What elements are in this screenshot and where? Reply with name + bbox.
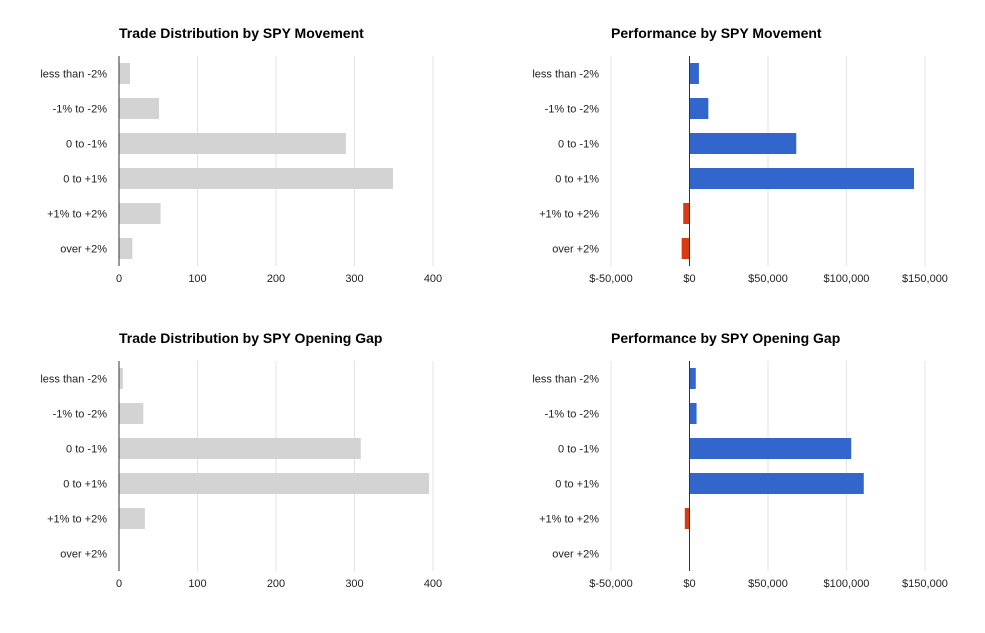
category-label: -1% to -2% (53, 104, 108, 116)
chart-panel-trade-distribution-gap: Trade Distribution by SPY Opening Gap les… (0, 305, 492, 621)
x-tick-label: $100,000 (824, 273, 870, 285)
category-label: -1% to -2% (545, 104, 600, 116)
bar (689, 473, 864, 494)
bar (119, 403, 144, 424)
x-tick-label: 400 (424, 273, 442, 285)
x-tick-label: 300 (345, 578, 363, 590)
x-tick-label: 200 (267, 273, 285, 285)
bar (119, 238, 133, 259)
bar (683, 203, 690, 224)
category-label: over +2% (60, 549, 107, 561)
x-tick-label: 0 (116, 578, 122, 590)
chart-svg: Performance by SPY Opening Gap less than … (532, 330, 948, 590)
category-label: less than -2% (40, 374, 107, 386)
category-label: over +2% (552, 549, 599, 561)
x-tick-label: $100,000 (824, 578, 870, 590)
category-label: +1% to +2% (47, 209, 107, 221)
x-tick-label: $0 (683, 273, 695, 285)
x-tick-label: 100 (188, 273, 206, 285)
x-tick-label: $0 (683, 578, 695, 590)
x-tick-label: $50,000 (748, 578, 788, 590)
x-tick-label: $-50,000 (589, 578, 632, 590)
x-tick-label: 100 (188, 578, 206, 590)
x-tick-label: $-50,000 (589, 273, 632, 285)
bar (119, 473, 430, 494)
category-label: 0 to -1% (66, 139, 107, 151)
category-label: +1% to +2% (539, 514, 599, 526)
category-label: +1% to +2% (47, 514, 107, 526)
x-tick-label: $50,000 (748, 273, 788, 285)
bar (689, 133, 797, 154)
x-tick-label: 200 (267, 578, 285, 590)
chart-svg: Trade Distribution by SPY Movement less t… (40, 25, 442, 285)
bar (119, 438, 361, 459)
bar (689, 368, 696, 389)
category-label: -1% to -2% (53, 409, 108, 421)
bar (689, 98, 709, 119)
chart-panel-performance-movement: Performance by SPY Movement less than -2%… (492, 0, 984, 316)
bar (689, 403, 697, 424)
bar (681, 238, 690, 259)
bar (689, 63, 699, 84)
bar (119, 98, 160, 119)
category-label: 0 to -1% (66, 444, 107, 456)
category-label: over +2% (552, 244, 599, 256)
x-tick-label: 0 (116, 273, 122, 285)
bar (119, 63, 130, 84)
category-label: 0 to +1% (555, 174, 599, 186)
chart-svg: Performance by SPY Movement less than -2%… (532, 25, 948, 285)
chart-title: Trade Distribution by SPY Opening Gap (119, 330, 382, 346)
x-tick-label: $150,000 (902, 578, 948, 590)
chart-svg: Trade Distribution by SPY Opening Gap les… (40, 330, 442, 590)
x-tick-label: 400 (424, 578, 442, 590)
category-label: over +2% (60, 244, 107, 256)
chart-panel-trade-distribution-movement: Trade Distribution by SPY Movement less t… (0, 0, 492, 316)
chart-title: Trade Distribution by SPY Movement (119, 25, 364, 41)
x-tick-label: 300 (345, 273, 363, 285)
bar (119, 508, 145, 529)
bar (689, 168, 915, 189)
category-label: -1% to -2% (545, 409, 600, 421)
bar (119, 368, 123, 389)
category-label: 0 to +1% (555, 479, 599, 491)
bar (689, 438, 852, 459)
category-label: 0 to -1% (558, 444, 599, 456)
bar (684, 508, 690, 529)
bar (119, 133, 346, 154)
category-label: less than -2% (40, 69, 107, 81)
bar (119, 203, 161, 224)
category-label: less than -2% (532, 69, 599, 81)
category-label: +1% to +2% (539, 209, 599, 221)
x-tick-label: $150,000 (902, 273, 948, 285)
category-label: 0 to +1% (63, 174, 107, 186)
chart-title: Performance by SPY Opening Gap (611, 330, 840, 346)
chart-panel-performance-gap: Performance by SPY Opening Gap less than … (492, 305, 984, 621)
category-label: 0 to +1% (63, 479, 107, 491)
category-label: less than -2% (532, 374, 599, 386)
bar (119, 168, 393, 189)
chart-title: Performance by SPY Movement (611, 25, 822, 41)
category-label: 0 to -1% (558, 139, 599, 151)
